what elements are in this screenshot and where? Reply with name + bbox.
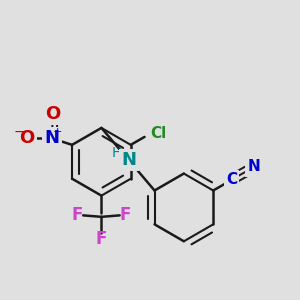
Text: N: N [122,151,136,169]
Text: Cl: Cl [150,126,167,141]
Text: N: N [248,159,260,174]
Text: F: F [96,230,107,247]
Text: O: O [45,105,60,123]
Text: +: + [53,128,63,137]
Text: H: H [112,146,122,160]
Text: C: C [226,172,237,188]
Text: N: N [45,129,60,147]
Text: −: − [14,125,26,139]
Text: F: F [72,206,83,224]
Text: F: F [120,206,131,224]
Text: O: O [19,129,34,147]
